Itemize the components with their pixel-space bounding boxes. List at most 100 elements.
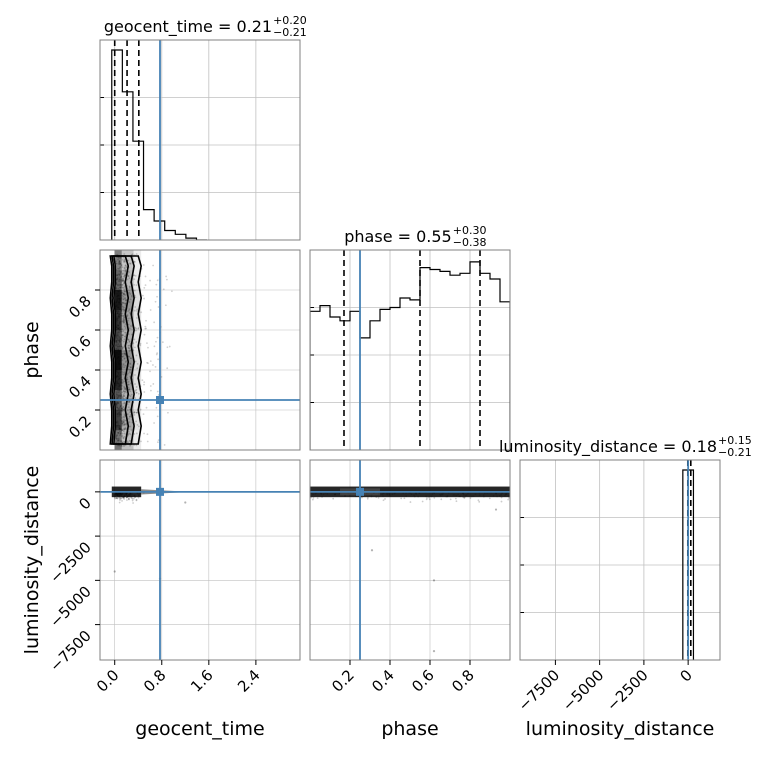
sample-point <box>130 429 133 432</box>
density-cell <box>133 270 142 290</box>
axis-label-geocent_time: geocent_time <box>135 718 264 740</box>
sample-point <box>155 340 157 343</box>
sample-point <box>122 279 125 282</box>
sample-point <box>400 497 403 500</box>
sample-point <box>122 402 125 405</box>
sample-point <box>332 497 335 500</box>
sample-point <box>128 289 130 291</box>
sample-point <box>122 318 125 321</box>
outlier-point <box>494 508 498 511</box>
sample-point <box>137 327 140 329</box>
sample-point <box>440 498 443 501</box>
sample-point <box>128 344 131 347</box>
sample-point <box>384 498 386 500</box>
sample-point <box>121 378 124 381</box>
sample-point <box>135 389 138 391</box>
sample-point <box>123 290 126 293</box>
sample-point <box>127 441 130 444</box>
sample-point <box>127 275 130 277</box>
sample-point <box>116 496 119 499</box>
sample-point <box>128 388 131 391</box>
sample-point <box>122 295 125 298</box>
sample-point <box>123 428 126 431</box>
sample-point <box>122 381 124 384</box>
sample-point <box>122 298 125 300</box>
sample-point <box>121 294 124 297</box>
sample-point <box>126 378 129 381</box>
sample-point <box>137 327 140 330</box>
sample-point <box>143 297 145 300</box>
sample-point <box>114 497 117 500</box>
sample-point <box>130 496 132 499</box>
ytick-label-phase-0: 0.2 <box>65 412 95 442</box>
sample-point <box>119 499 121 501</box>
sample-point <box>134 397 137 400</box>
sample-point <box>146 440 149 443</box>
sample-point <box>123 316 126 319</box>
sample-point <box>123 274 126 277</box>
sample-point <box>153 422 155 424</box>
sample-point <box>129 357 132 360</box>
sample-point <box>124 264 127 267</box>
sample-point <box>123 498 126 500</box>
sample-point <box>135 391 138 394</box>
sample-point <box>133 278 136 281</box>
xtick-label-geocent_time-2: 1.6 <box>187 666 217 696</box>
sample-point <box>130 393 133 396</box>
sample-point <box>127 386 130 389</box>
sample-point <box>155 406 158 409</box>
title-minus-phase: −0.38 <box>453 236 487 249</box>
sample-point <box>129 362 132 365</box>
sample-point <box>125 360 128 362</box>
sample-point <box>144 275 147 278</box>
sample-point <box>122 421 125 424</box>
sample-point <box>132 274 135 277</box>
sample-point <box>125 299 128 302</box>
sample-point <box>166 278 168 281</box>
title-phase: phase = 0.55 +0.30−0.38 <box>344 224 486 249</box>
sample-point <box>144 325 147 328</box>
sample-point <box>123 401 126 404</box>
sample-point <box>135 329 137 332</box>
sample-point <box>123 319 125 322</box>
sample-point <box>124 266 126 269</box>
sample-point <box>128 439 131 442</box>
sample-point <box>122 408 125 411</box>
sample-point <box>122 269 125 272</box>
sample-point <box>133 411 136 414</box>
sample-point <box>143 286 146 289</box>
sample-point <box>144 327 147 330</box>
sample-point <box>123 395 126 398</box>
sample-point <box>134 383 136 385</box>
sample-point <box>140 311 143 314</box>
sample-point <box>129 349 132 352</box>
sample-point <box>121 305 124 308</box>
axis-label-phase: phase <box>381 718 438 740</box>
xtick-label-geocent_time-1: 0.8 <box>140 666 170 696</box>
sample-point <box>122 436 125 439</box>
sample-point <box>123 276 126 278</box>
sample-point <box>124 335 127 338</box>
sample-point <box>127 344 130 347</box>
sample-point <box>122 390 125 392</box>
sample-point <box>124 299 127 302</box>
sample-point <box>155 283 158 286</box>
sample-point <box>156 415 159 418</box>
sample-point <box>128 421 131 424</box>
xtick-label-geocent_time-3: 2.4 <box>234 666 264 696</box>
sample-point <box>124 269 127 272</box>
sample-point <box>124 294 127 296</box>
sample-point <box>122 423 125 426</box>
sample-point <box>165 275 168 278</box>
pair-panel-phase-luminosity_distance <box>310 460 510 660</box>
sample-point <box>133 283 136 286</box>
sample-point <box>142 413 145 416</box>
xtick-label-luminosity_distance-2: −2500 <box>603 666 652 715</box>
sample-point <box>123 310 126 313</box>
xtick-label-phase-1: 0.4 <box>368 666 398 696</box>
sample-point <box>123 294 126 296</box>
title-main-phase: phase = 0.55 <box>344 227 451 246</box>
ytick-label-luminosity_distance-3: 0 <box>75 494 94 513</box>
contour-inner <box>112 255 130 445</box>
